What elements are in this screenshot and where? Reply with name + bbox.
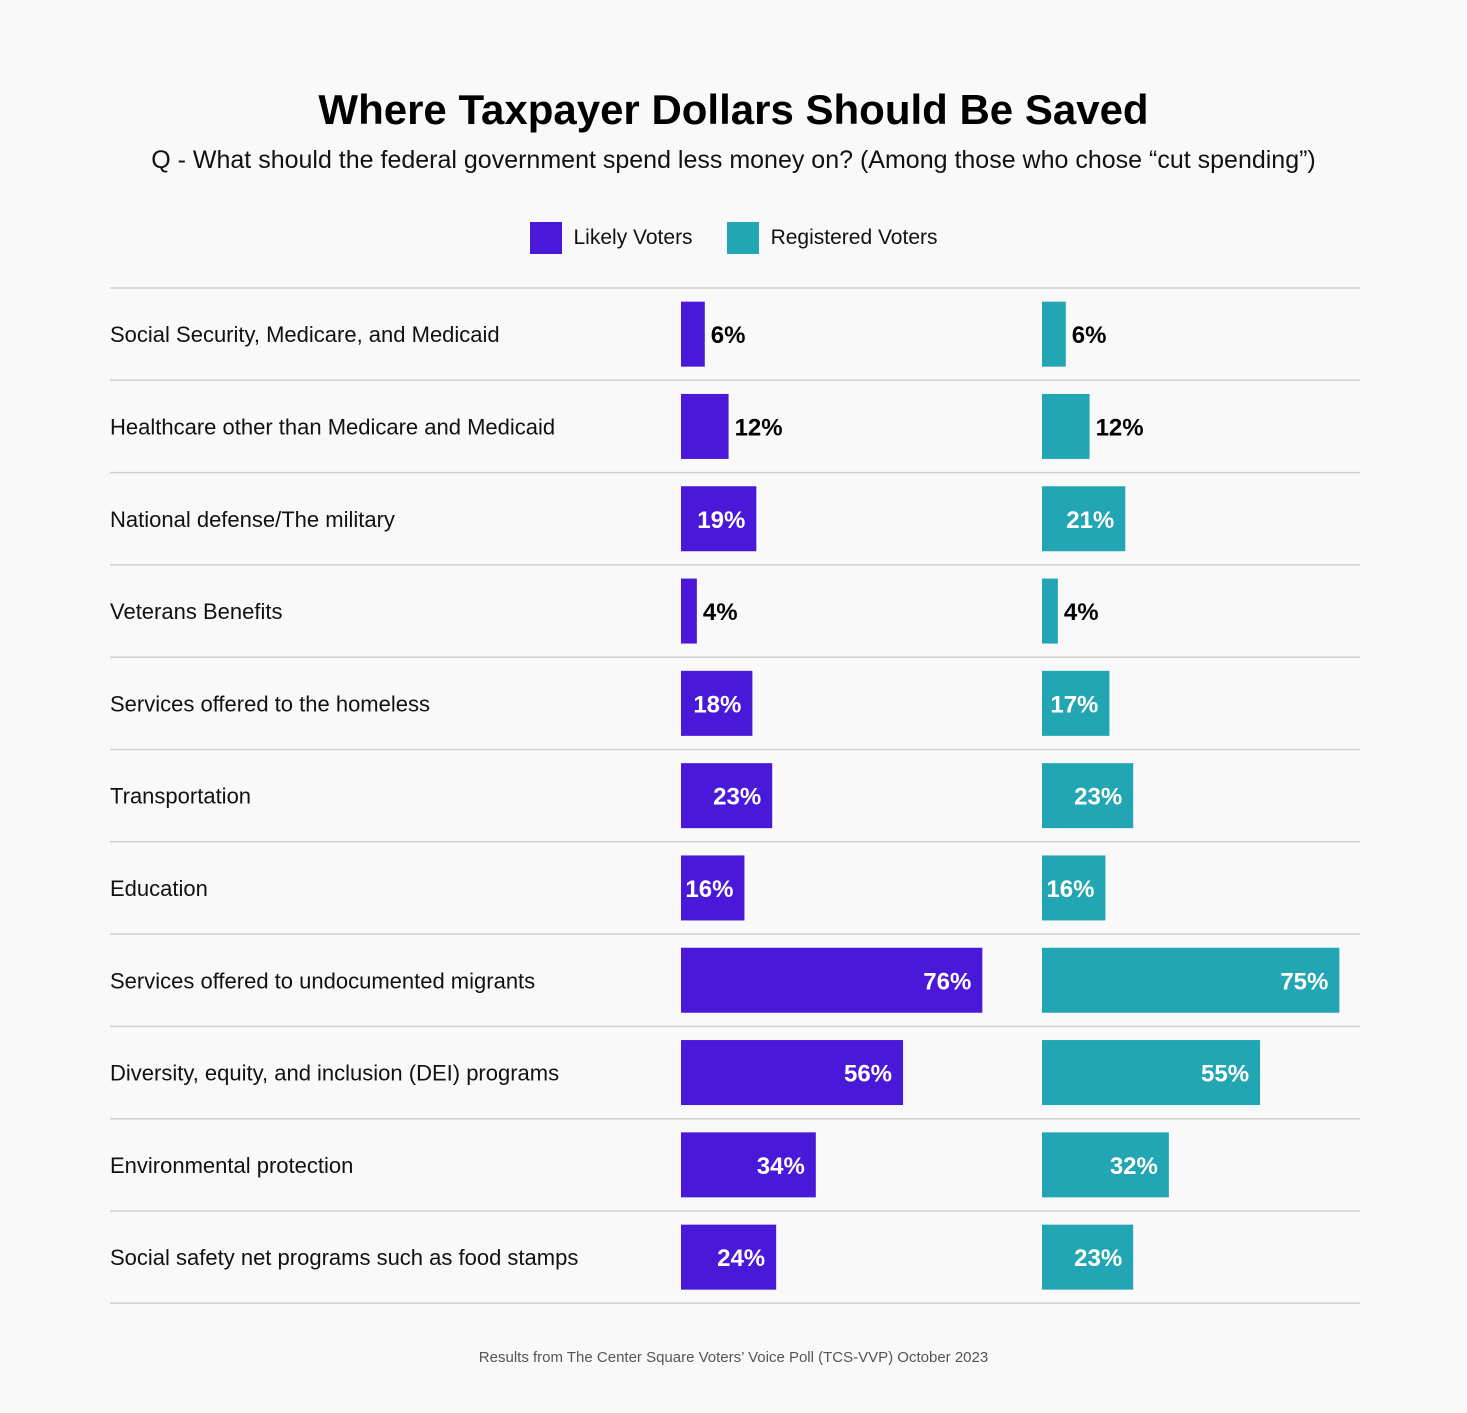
legend-label-registered: Registered Voters <box>770 226 938 249</box>
bar-likely <box>681 393 729 459</box>
bar-registered <box>1042 301 1066 367</box>
chart-title: Where Taxpayer Dollars Should Be Saved <box>318 86 1149 133</box>
data-label: 17% <box>1050 691 1098 718</box>
data-label: 23% <box>1074 1245 1122 1272</box>
data-label: 18% <box>693 691 741 718</box>
category-label: Social safety net programs such as food … <box>110 1245 578 1270</box>
legend: Likely Voters Registered Voters <box>0 222 1467 254</box>
bar-registered <box>1042 578 1058 644</box>
bar-likely <box>681 855 745 921</box>
bar-registered <box>1042 1224 1134 1290</box>
data-label: 6% <box>711 322 746 349</box>
bar-likely <box>681 1132 816 1198</box>
legend-swatch-registered <box>726 222 759 254</box>
legend-item-registered: Registered Voters <box>726 222 938 254</box>
data-label: 6% <box>1072 322 1107 349</box>
bar-registered <box>1042 486 1126 552</box>
data-label: 4% <box>703 599 738 626</box>
data-label: 75% <box>1280 968 1328 995</box>
data-label: 19% <box>697 507 745 534</box>
category-label: Environmental protection <box>110 1153 353 1178</box>
bar-likely <box>681 670 753 736</box>
data-label: 12% <box>1096 414 1144 441</box>
bar-registered <box>1042 855 1106 921</box>
legend-item-likely: Likely Voters <box>529 222 693 254</box>
data-label: 56% <box>844 1061 892 1088</box>
data-label: 23% <box>713 784 761 811</box>
category-label: Services offered to undocumented migrant… <box>110 968 535 993</box>
category-label: Diversity, equity, and inclusion (DEI) p… <box>110 1061 559 1086</box>
source-footer: Results from The Center Square Voters’ V… <box>478 1349 989 1366</box>
legend-label-likely: Likely Voters <box>573 226 693 249</box>
bar-likely <box>681 947 983 1013</box>
bar-likely <box>681 763 773 829</box>
bar-likely <box>681 1040 904 1106</box>
category-label: Transportation <box>110 784 251 809</box>
bar-registered <box>1042 670 1110 736</box>
chart-subtitle: Q - What should the federal government s… <box>151 146 1316 174</box>
data-label: 23% <box>1074 784 1122 811</box>
data-label: 76% <box>923 968 971 995</box>
bar-registered <box>1042 1132 1169 1198</box>
bar-registered <box>1042 393 1090 459</box>
data-label: 4% <box>1064 599 1099 626</box>
bar-likely <box>681 301 705 367</box>
category-label: National defense/The military <box>110 507 395 532</box>
bar-registered <box>1042 763 1134 829</box>
category-label: Services offered to the homeless <box>110 691 430 716</box>
data-label: 16% <box>1046 876 1094 903</box>
data-label: 16% <box>685 876 733 903</box>
data-label: 12% <box>735 414 783 441</box>
data-label: 21% <box>1066 507 1114 534</box>
category-label: Veterans Benefits <box>110 599 282 624</box>
category-label: Social Security, Medicare, and Medicaid <box>110 322 500 347</box>
legend-swatch-likely <box>529 222 562 254</box>
data-label: 32% <box>1110 1153 1158 1180</box>
bar-likely <box>681 486 757 552</box>
bar-registered <box>1042 947 1340 1013</box>
bar-likely <box>681 578 697 644</box>
data-label: 34% <box>757 1153 805 1180</box>
bar-registered <box>1042 1040 1261 1106</box>
category-label: Education <box>110 876 208 901</box>
data-label: 55% <box>1201 1061 1249 1088</box>
bar-likely <box>681 1224 777 1290</box>
data-label: 24% <box>717 1245 765 1272</box>
category-label: Healthcare other than Medicare and Medic… <box>110 414 555 439</box>
